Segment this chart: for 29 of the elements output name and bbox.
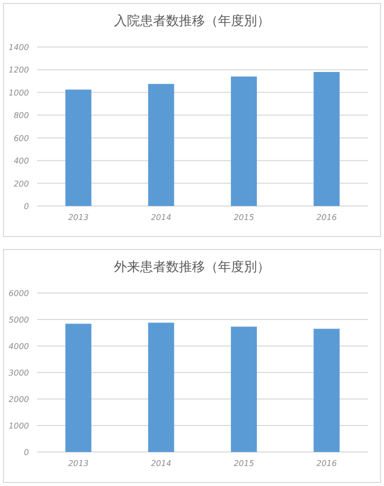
y-tick-label: 1000 — [8, 88, 29, 98]
chart-title: 入院患者数推移（年度別） — [114, 13, 270, 29]
chart-title: 外来患者数推移（年度別） — [114, 259, 270, 275]
y-tick-label: 800 — [14, 111, 29, 120]
y-tick-label: 1400 — [8, 43, 29, 52]
y-tick-label: 3000 — [8, 368, 29, 378]
x-tick-label: 2013 — [68, 459, 89, 468]
y-tick-label: 200 — [14, 179, 29, 188]
y-tick-label: 4000 — [8, 342, 29, 351]
x-tick-label: 2015 — [234, 213, 254, 222]
y-tick-label: 400 — [14, 156, 29, 166]
y-tick-label: 2000 — [8, 395, 29, 404]
y-tick-label: 0 — [24, 448, 29, 457]
x-tick-label: 2016 — [316, 213, 337, 222]
y-tick-label: 1000 — [8, 422, 29, 430]
y-tick-label: 5000 — [8, 316, 29, 324]
y-tick-label: 600 — [14, 134, 29, 143]
bar — [314, 328, 340, 452]
y-tick-label: 0 — [24, 202, 29, 211]
x-tick-label: 2014 — [150, 213, 172, 222]
bar — [148, 322, 174, 452]
y-tick-label: 1200 — [8, 66, 29, 75]
x-tick-label: 2015 — [234, 459, 254, 468]
x-tick-label: 2013 — [68, 213, 89, 222]
bar — [65, 324, 92, 452]
x-tick-label: 2014 — [150, 459, 172, 468]
y-tick-label: 6000 — [8, 289, 29, 298]
x-tick-label: 2016 — [316, 459, 337, 468]
bar — [230, 326, 257, 452]
